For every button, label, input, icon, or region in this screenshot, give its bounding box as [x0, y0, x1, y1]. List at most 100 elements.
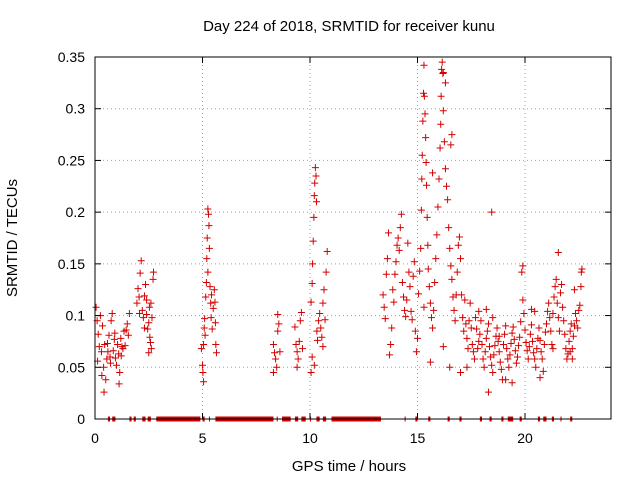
data-point — [422, 134, 430, 142]
data-point — [197, 345, 205, 353]
data-point — [322, 268, 330, 276]
data-point — [137, 257, 145, 265]
data-point — [309, 237, 317, 245]
data-point — [424, 265, 432, 273]
data-point — [113, 361, 120, 369]
data-point — [420, 92, 428, 100]
data-point — [295, 337, 303, 345]
data-point — [448, 275, 456, 283]
data-point — [554, 314, 562, 322]
data-point — [205, 222, 213, 230]
data-point — [549, 345, 557, 353]
data-point — [440, 138, 448, 146]
data-point — [562, 345, 570, 353]
data-point — [100, 363, 108, 371]
data-point — [537, 348, 545, 356]
data-point — [455, 233, 463, 241]
data-point — [464, 345, 472, 353]
data-point — [105, 331, 113, 339]
data-point — [476, 330, 484, 338]
data-point — [517, 318, 525, 326]
data-point — [308, 280, 316, 288]
data-point — [144, 325, 152, 333]
data-point — [135, 293, 143, 301]
data-point — [205, 210, 213, 218]
data-point — [503, 345, 511, 353]
data-point — [496, 358, 504, 366]
data-point — [430, 306, 438, 314]
data-point — [386, 351, 394, 359]
data-point — [434, 203, 442, 211]
data-point — [310, 192, 318, 200]
data-point — [396, 224, 404, 232]
data-point — [495, 332, 503, 340]
data-point — [570, 286, 578, 294]
data-point — [578, 265, 586, 273]
y-axis-label: SRMTID / TECUs — [4, 179, 21, 297]
data-point — [390, 298, 398, 306]
data-point — [525, 343, 533, 351]
data-point — [106, 359, 114, 367]
data-point — [307, 298, 315, 306]
data-point — [576, 301, 584, 309]
data-point — [316, 310, 324, 318]
data-point — [530, 349, 538, 357]
data-point — [489, 368, 497, 376]
data-point — [510, 335, 518, 343]
data-point — [407, 307, 415, 315]
data-point — [575, 306, 583, 314]
data-point — [393, 241, 401, 249]
data-point — [441, 79, 449, 87]
data-point — [147, 299, 155, 307]
data-point — [548, 341, 556, 349]
data-point — [115, 380, 123, 388]
data-point — [453, 268, 461, 276]
data-point — [136, 310, 144, 318]
data-point — [495, 348, 503, 356]
data-point — [506, 351, 514, 359]
data-point — [488, 208, 496, 216]
data-point — [410, 258, 418, 266]
data-point — [501, 330, 509, 338]
data-point — [443, 182, 451, 190]
data-point — [380, 303, 388, 311]
data-point — [556, 289, 564, 297]
data-point — [293, 363, 301, 371]
data-point — [469, 348, 477, 356]
data-point — [310, 213, 318, 221]
x-tick-label: 15 — [410, 430, 426, 446]
data-point — [211, 319, 219, 327]
data-point — [478, 341, 486, 349]
data-point — [423, 181, 431, 189]
data-point — [536, 374, 544, 382]
data-point — [559, 303, 567, 311]
data-point — [134, 285, 142, 293]
data-point — [497, 365, 505, 373]
data-point — [200, 378, 208, 386]
data-point — [437, 120, 445, 128]
data-point — [293, 348, 301, 356]
data-point — [438, 65, 446, 73]
data-point — [92, 303, 100, 311]
data-point — [508, 379, 516, 387]
data-point — [145, 319, 153, 327]
data-point — [491, 342, 499, 350]
data-point — [381, 315, 389, 323]
data-point — [484, 388, 492, 396]
data-point — [502, 376, 510, 384]
data-point — [319, 343, 327, 351]
data-point — [484, 320, 492, 328]
data-point — [468, 341, 476, 349]
data-point — [294, 355, 302, 363]
data-point — [317, 324, 325, 332]
data-point — [417, 206, 425, 214]
data-point — [311, 179, 319, 187]
data-point — [298, 345, 306, 353]
data-point — [273, 363, 281, 371]
data-point — [98, 372, 106, 380]
data-point — [483, 327, 491, 335]
data-point — [446, 363, 454, 371]
data-point — [202, 278, 210, 286]
data-point — [395, 246, 403, 254]
data-point — [511, 347, 519, 355]
